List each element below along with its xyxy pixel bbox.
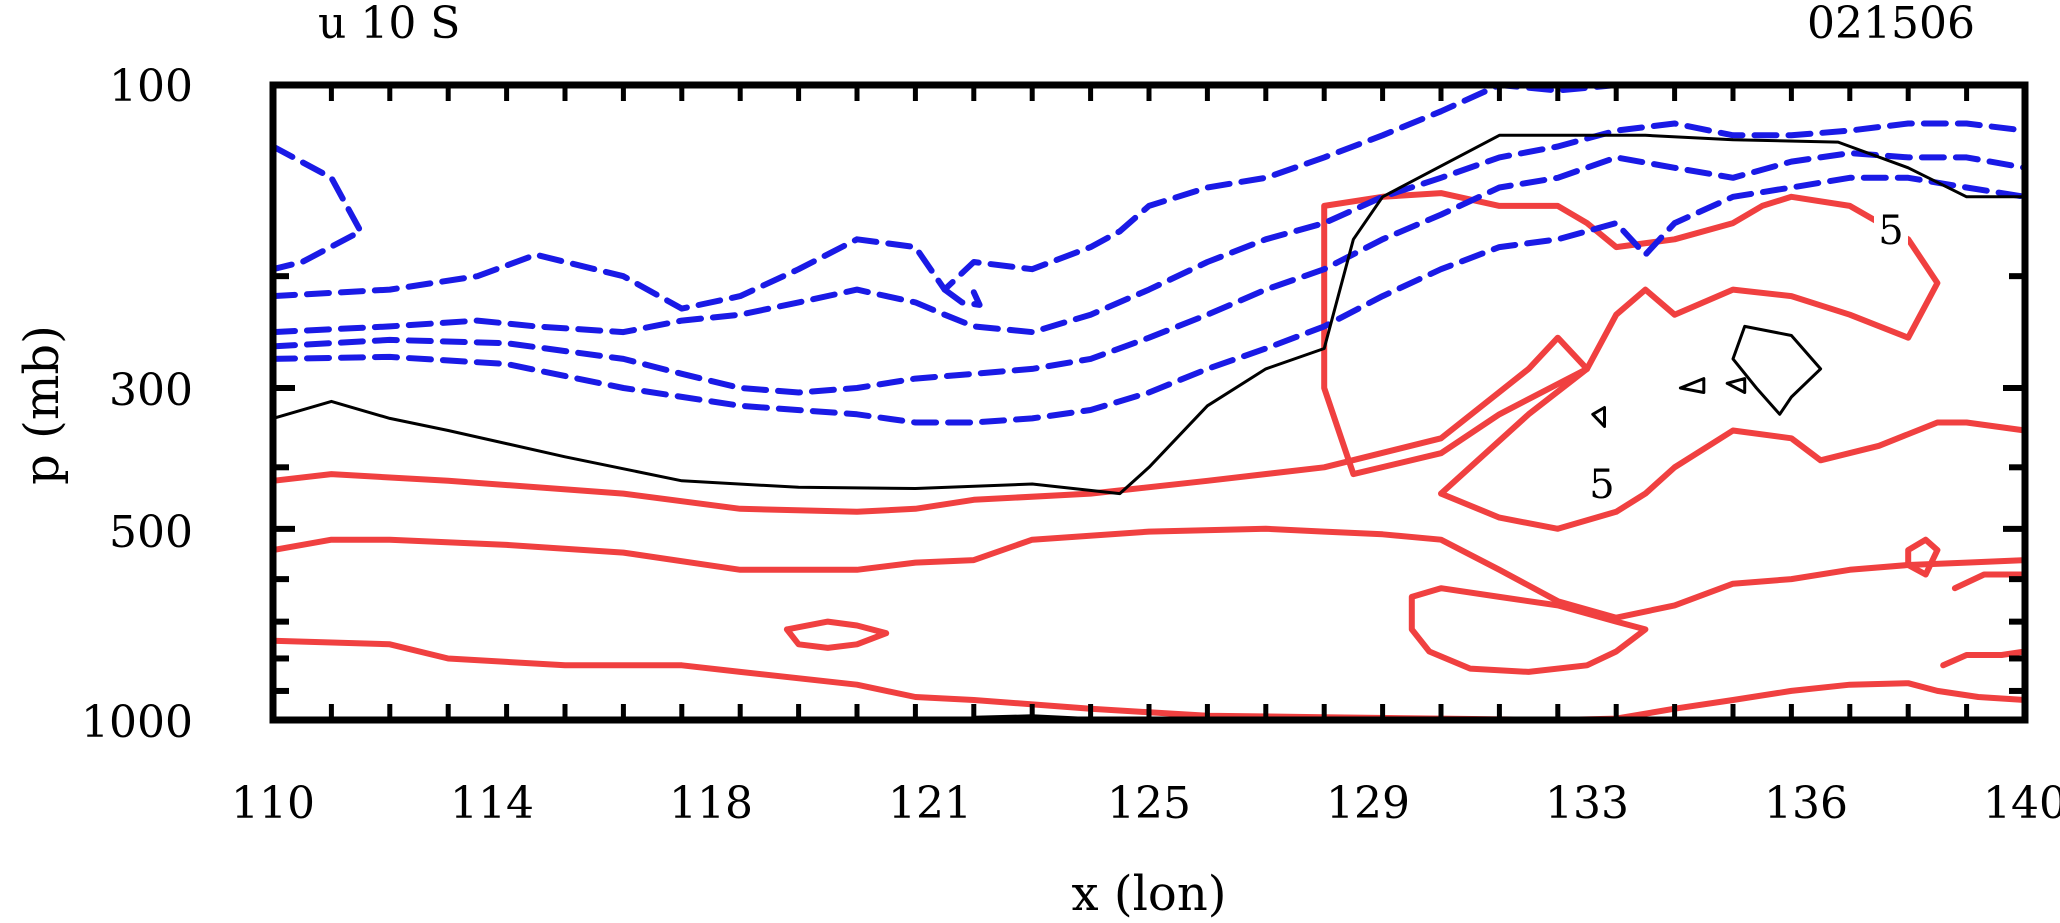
negative-contours (270, 82, 2028, 426)
x-tick-label-125: 125 (1107, 778, 1191, 829)
positive-contour-2 (270, 525, 2028, 621)
x-tick-label-129: 129 (1326, 778, 1410, 829)
zero-contour-5 (1591, 406, 1606, 428)
positive-contour-9 (1940, 648, 2028, 669)
x-tick-label-136: 136 (1764, 778, 1848, 829)
plot-frame (269, 81, 2029, 724)
zero-contour-1 (271, 133, 2027, 496)
x-tick-labels: 110 114 118 121 125 129 133 136 140 (231, 778, 2060, 829)
y-tick-labels: 100 300 500 1000 (81, 61, 193, 748)
x-tick-label-118: 118 (669, 778, 753, 829)
contour-label-2: 5 (1589, 462, 1614, 508)
x-tick-label-121: 121 (888, 778, 972, 829)
contour-label-1: 5 (1878, 208, 1903, 254)
contour-label-bg-1 (1874, 208, 1908, 250)
x-axis-ticks (270, 85, 2028, 720)
negative-contour-8 (941, 286, 983, 308)
zero-contour-2 (1731, 324, 1823, 416)
y-axis-label: p (mb) (14, 325, 70, 485)
x-tick-label-140: 140 (1983, 778, 2060, 829)
x-tick-label-114: 114 (450, 778, 534, 829)
y-axis-ticks (273, 82, 2025, 723)
x-axis-label: x (lon) (1072, 866, 1227, 922)
zero-contour-4 (1725, 377, 1747, 394)
positive-contours (270, 190, 2028, 723)
chart-title-left: u 10 S (318, 0, 460, 49)
zero-contours (271, 133, 2027, 721)
contour-label-bg-2 (1585, 462, 1619, 504)
negative-contour-4 (270, 150, 2028, 396)
negative-contour-1 (270, 143, 364, 273)
chart-title-right: 021506 (1807, 0, 1975, 49)
zero-contour-3 (1678, 377, 1706, 394)
y-tick-label-500: 500 (109, 507, 193, 558)
positive-contour-5 (1408, 585, 1649, 675)
y-tick-label-1000: 1000 (81, 697, 193, 748)
y-tick-label-300: 300 (109, 365, 193, 416)
negative-contour-5 (270, 174, 2028, 426)
positive-contour-7 (1905, 536, 1941, 578)
positive-contour-6 (1321, 190, 1941, 478)
positive-contour-8 (1951, 571, 2028, 592)
x-tick-label-133: 133 (1545, 778, 1629, 829)
negative-contour-2 (270, 82, 2028, 312)
positive-contour-1 (270, 334, 2028, 532)
x-tick-label-110: 110 (231, 778, 315, 829)
negative-contour-3 (270, 120, 2028, 336)
y-tick-label-100: 100 (109, 61, 193, 112)
positive-contour-4 (783, 618, 890, 651)
